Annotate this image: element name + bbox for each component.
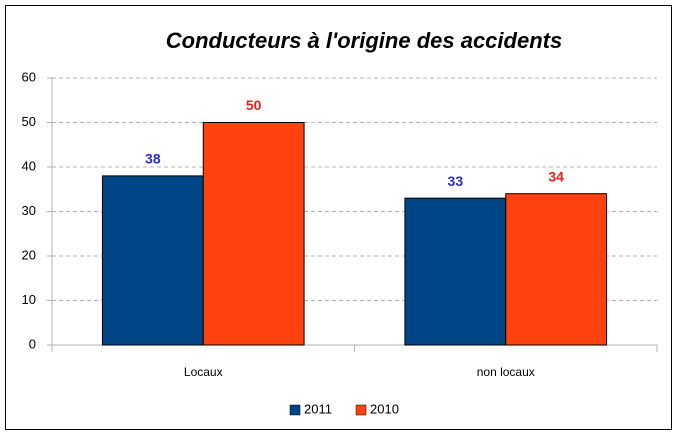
chart-title: Conducteurs à l'origine des accidents [166, 28, 562, 53]
data-label: 34 [548, 168, 564, 184]
x-tick-label: non locaux [477, 365, 535, 379]
bar [101, 175, 204, 346]
y-tick-label: 0 [29, 336, 36, 351]
y-tick-label: 60 [22, 69, 36, 84]
legend-label: 2011 [304, 401, 332, 416]
y-tick-label: 50 [22, 114, 36, 129]
data-label: 38 [145, 151, 161, 167]
y-tick-label: 30 [22, 203, 36, 218]
x-tick-label: Locaux [184, 365, 223, 379]
bar [404, 197, 507, 346]
legend-label: 2010 [370, 401, 399, 416]
data-label: 50 [246, 97, 262, 113]
bar [505, 193, 608, 346]
data-label: 33 [448, 173, 464, 189]
y-tick-label: 20 [22, 247, 36, 262]
bar [202, 122, 305, 346]
legend-swatch [289, 404, 301, 416]
y-tick-label: 10 [22, 292, 36, 307]
y-tick-label: 40 [22, 158, 36, 173]
legend-swatch [355, 404, 367, 416]
